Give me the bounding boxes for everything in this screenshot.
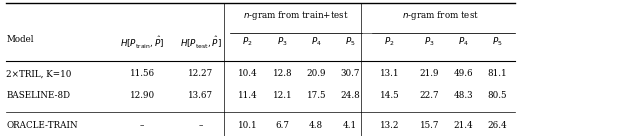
Text: $P_2$: $P_2$ [243,35,253,48]
Text: 10.4: 10.4 [238,69,257,78]
Text: 12.90: 12.90 [129,91,155,100]
Text: 4.8: 4.8 [309,121,323,130]
Text: 15.7: 15.7 [420,121,439,130]
Text: BASELINE-8D: BASELINE-8D [6,91,70,100]
Text: 21.9: 21.9 [420,69,439,78]
Text: 10.1: 10.1 [238,121,257,130]
Text: $n$-gram from train+test: $n$-gram from train+test [243,9,349,22]
Text: 12.1: 12.1 [273,91,292,100]
Text: $P_4$: $P_4$ [311,35,321,48]
Text: 20.9: 20.9 [307,69,326,78]
Text: 11.56: 11.56 [129,69,155,78]
Text: 80.5: 80.5 [488,91,507,100]
Text: 26.4: 26.4 [488,121,507,130]
Text: 12.8: 12.8 [273,69,292,78]
Text: 6.7: 6.7 [275,121,289,130]
Text: $H[P_{\mathrm{train}}, \hat{P}]$: $H[P_{\mathrm{train}}, \hat{P}]$ [120,35,164,51]
Text: $P_3$: $P_3$ [424,35,435,48]
Text: ORACLE-TRAIN: ORACLE-TRAIN [6,121,78,130]
Text: –: – [140,121,144,130]
Text: 30.7: 30.7 [340,69,360,78]
Text: 21.4: 21.4 [454,121,473,130]
Text: 49.6: 49.6 [454,69,473,78]
Text: 14.5: 14.5 [380,91,399,100]
Text: 11.4: 11.4 [238,91,257,100]
Text: 13.67: 13.67 [188,91,214,100]
Text: 2×TRIL, K=10: 2×TRIL, K=10 [6,69,72,78]
Text: $P_4$: $P_4$ [458,35,468,48]
Text: 17.5: 17.5 [307,91,326,100]
Text: 13.1: 13.1 [380,69,399,78]
Text: 48.3: 48.3 [454,91,473,100]
Text: 13.2: 13.2 [380,121,399,130]
Text: Model: Model [6,35,34,44]
Text: $P_2$: $P_2$ [385,35,395,48]
Text: 81.1: 81.1 [488,69,507,78]
Text: $P_3$: $P_3$ [277,35,287,48]
Text: –: – [199,121,203,130]
Text: $P_5$: $P_5$ [492,35,502,48]
Text: $n$-gram from test: $n$-gram from test [403,9,479,22]
Text: $H[P_{\mathrm{test}}, \hat{P}]$: $H[P_{\mathrm{test}}, \hat{P}]$ [180,35,222,51]
Text: 12.27: 12.27 [188,69,214,78]
Text: $P_5$: $P_5$ [345,35,355,48]
Text: 24.8: 24.8 [340,91,360,100]
Text: 22.7: 22.7 [420,91,439,100]
Text: 4.1: 4.1 [343,121,357,130]
